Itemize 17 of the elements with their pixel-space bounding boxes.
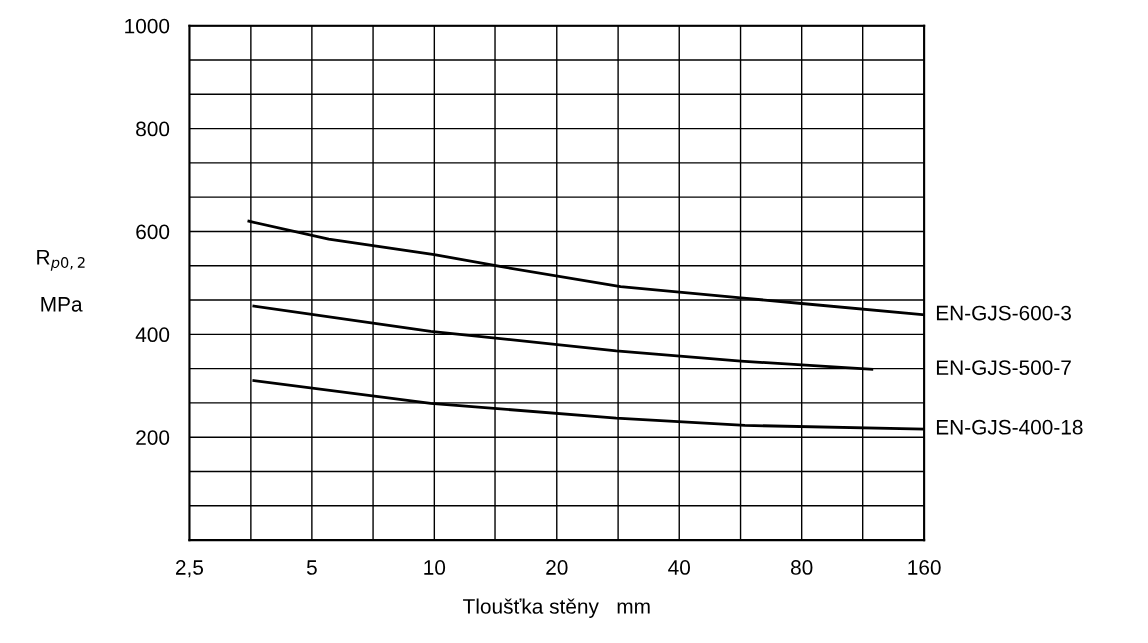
series-label: EN-GJS-400-18 [936, 419, 1083, 435]
x-axis-title: Tloušťka stěny mm [463, 598, 650, 618]
x-tick-label: 2,5 [175, 560, 204, 578]
text: R$_{p0,2}$ MPa [37, 250, 85, 312]
series-label: EN-GJS-600-3 [936, 305, 1071, 321]
y-tick-label: 600 [136, 224, 170, 240]
text: EN-GJS-500-7 [936, 360, 1071, 375]
x-tick-label: 10 [424, 560, 446, 575]
x-tick-label: 40 [668, 560, 691, 575]
x-tick-label: 5 [306, 560, 317, 575]
x-tick-label: 80 [791, 560, 813, 575]
x-tick-label: 20 [546, 560, 568, 575]
x-tick-label: 160 [908, 560, 941, 575]
y-tick-label: 1000 [125, 18, 170, 34]
y-tick-label: 200 [136, 430, 170, 445]
y-tick-label: 800 [136, 121, 170, 137]
y-tick-label: 400 [135, 327, 170, 343]
